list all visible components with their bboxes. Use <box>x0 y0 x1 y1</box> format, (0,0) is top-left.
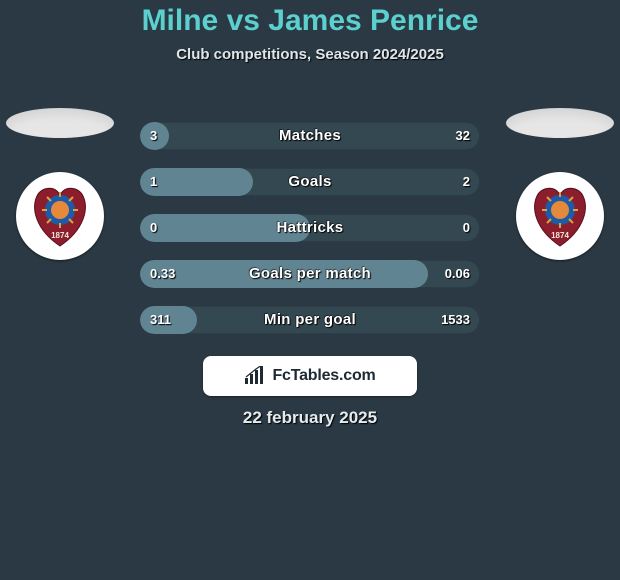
stat-label: Hattricks <box>140 214 480 242</box>
stat-row: 0.330.06Goals per match <box>140 260 480 288</box>
stat-label: Goals per match <box>140 260 480 288</box>
right-club-crest-icon: 1874 <box>516 172 604 260</box>
attribution-badge: FcTables.com <box>203 356 417 396</box>
comparison-subtitle: Club competitions, Season 2024/2025 <box>0 46 620 63</box>
title-text: Milne vs James Penrice <box>142 4 479 37</box>
comparison-title: Milne vs James Penrice <box>0 0 620 38</box>
stat-label: Min per goal <box>140 306 480 334</box>
left-club-crest-icon: 1874 <box>16 172 104 260</box>
right-player-badges: 1874 <box>500 108 620 260</box>
stat-row: 332Matches <box>140 122 480 150</box>
stat-row: 00Hattricks <box>140 214 480 242</box>
bar-chart-icon <box>244 366 266 386</box>
attribution-text: FcTables.com <box>272 367 375 385</box>
left-player-badges: 1874 <box>0 108 120 260</box>
svg-text:1874: 1874 <box>551 231 569 240</box>
stat-label: Matches <box>140 122 480 150</box>
stat-row: 3111533Min per goal <box>140 306 480 334</box>
stat-row: 12Goals <box>140 168 480 196</box>
left-country-flag-icon <box>6 108 114 138</box>
stat-rows: 332Matches 12Goals 00Hattricks 0.330.06Goal… <box>140 122 480 334</box>
svg-text:1874: 1874 <box>51 231 69 240</box>
right-country-flag-icon <box>506 108 614 138</box>
stat-label: Goals <box>140 168 480 196</box>
footer-date: 22 february 2025 <box>0 408 620 428</box>
